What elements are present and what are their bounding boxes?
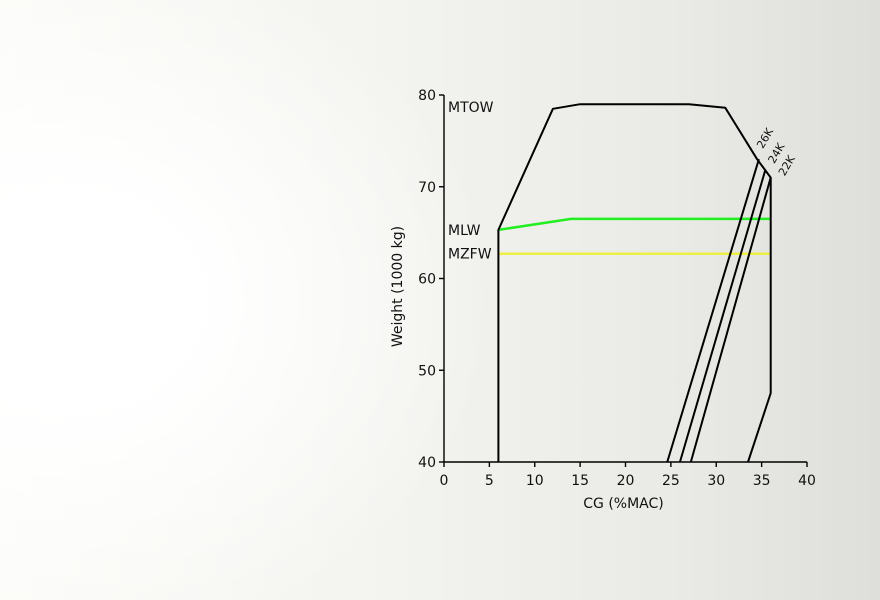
mtow-label: MTOW xyxy=(448,100,494,116)
mlw-label: MLW xyxy=(448,223,481,239)
x-ticks: 0 5 10 15 20 25 30 35 40 xyxy=(440,462,816,489)
x-tick-label: 40 xyxy=(798,473,816,489)
y-tick-label: 40 xyxy=(418,455,436,471)
x-tick-label: 5 xyxy=(485,473,494,489)
x-axis-title: CG (%MAC) xyxy=(583,496,664,512)
x-tick-label: 20 xyxy=(617,473,635,489)
cg-envelope xyxy=(497,103,772,463)
y-tick-label: 60 xyxy=(418,272,436,288)
y-tick-label: 70 xyxy=(418,180,436,196)
y-tick-label: 80 xyxy=(418,88,436,104)
mzfw-label: MZFW xyxy=(448,247,492,263)
x-tick-label: 15 xyxy=(571,473,589,489)
y-tick-label: 50 xyxy=(418,363,436,379)
y-axis-title: Weight (1000 kg) xyxy=(390,226,406,347)
thrust-line-26k xyxy=(666,158,760,463)
y-ticks: 40 50 60 70 80 xyxy=(418,88,444,471)
x-tick-label: 10 xyxy=(526,473,544,489)
mlw-line xyxy=(498,217,771,232)
limit-labels: MTOW MLW MZFW xyxy=(448,100,494,263)
x-tick-label: 0 xyxy=(440,473,449,489)
thrust-line-24k xyxy=(678,169,767,463)
x-tick-label: 25 xyxy=(662,473,680,489)
x-tick-label: 35 xyxy=(753,473,771,489)
limit-lines xyxy=(498,217,771,255)
x-tick-label: 30 xyxy=(707,473,725,489)
thrust-line-22k xyxy=(689,177,772,463)
